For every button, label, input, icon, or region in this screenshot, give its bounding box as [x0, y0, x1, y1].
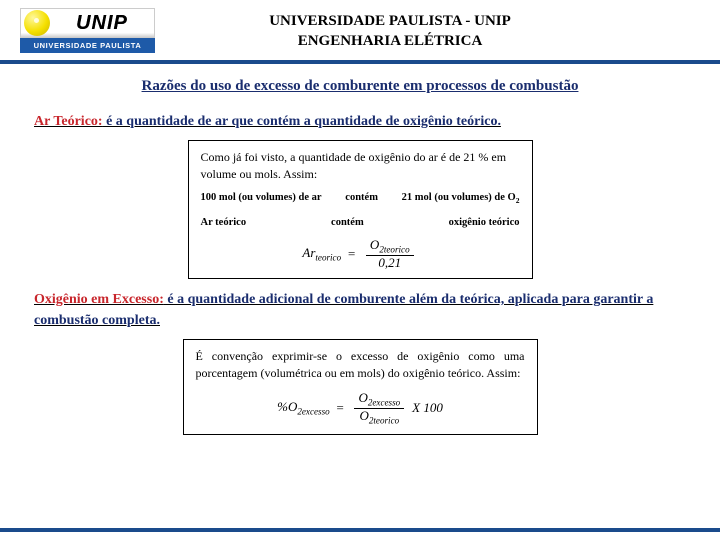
fig1-r2-mid: contém — [331, 215, 364, 230]
header-line1: UNIVERSIDADE PAULISTA - UNIP — [269, 13, 511, 29]
fig1-r1-right: 21 mol (ou volumes) de O2 — [402, 190, 520, 207]
definition-oxigenio-excesso: Oxigênio em Excesso: é a quantidade adic… — [34, 289, 686, 331]
figure-oxigenio-excesso: É convenção exprimir-se o excesso de oxi… — [183, 339, 538, 435]
fig1-row1: 100 mol (ou volumes) de ar contém 21 mol… — [201, 190, 520, 207]
fig1-formula: Arteorico = O2teorico 0,21 — [201, 238, 520, 270]
logo-brand: UNIP — [50, 12, 154, 35]
logo-top: UNIP — [20, 8, 155, 38]
footer-rule — [0, 528, 720, 532]
fig1-row2: Ar teórico contém oxigênio teórico — [201, 215, 520, 230]
header-title: UNIVERSIDADE PAULISTA - UNIP ENGENHARIA … — [180, 11, 700, 52]
def2-label: Oxigênio em Excesso: — [34, 292, 164, 307]
fig1-r1-left: 100 mol (ou volumes) de ar — [201, 190, 322, 207]
definition-ar-teorico: Ar Teórico: é a quantidade de ar que con… — [34, 111, 686, 132]
def1-body: é a quantidade de ar que contém a quanti… — [103, 114, 501, 129]
logo-subtitle: UNIVERSIDADE PAULISTA — [20, 38, 155, 53]
logo-globe-icon — [24, 10, 50, 36]
university-logo: UNIP UNIVERSIDADE PAULISTA — [20, 8, 155, 54]
def1-label: Ar Teórico: — [34, 114, 103, 129]
header-line2: ENGENHARIA ELÉTRICA — [298, 33, 483, 49]
fig1-intro: Como já foi visto, a quantidade de oxigê… — [201, 149, 520, 184]
fig1-r2-right: oxigênio teórico — [449, 215, 520, 230]
slide-content: Razões do uso de excesso de comburente e… — [0, 64, 720, 435]
fig2-intro: É convenção exprimir-se o excesso de oxi… — [196, 348, 525, 383]
section-title: Razões do uso de excesso de comburente e… — [34, 78, 686, 95]
fig2-formula: %O2excesso = O2excesso O2teorico X 100 — [196, 391, 525, 426]
page-header: UNIP UNIVERSIDADE PAULISTA UNIVERSIDADE … — [0, 0, 720, 64]
fig1-r1-mid: contém — [345, 190, 378, 207]
figure-ar-teorico: Como já foi visto, a quantidade de oxigê… — [188, 140, 533, 279]
fig1-r2-left: Ar teórico — [201, 215, 247, 230]
